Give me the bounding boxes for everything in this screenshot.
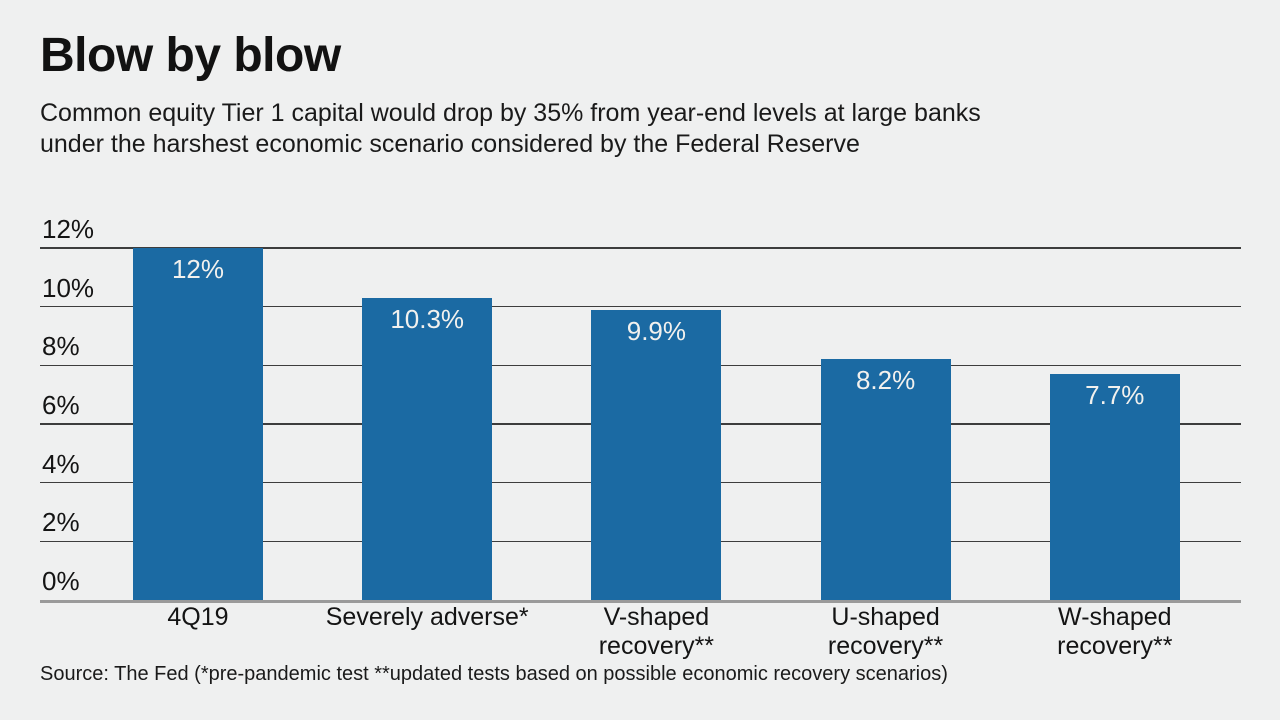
y-axis-tick-label: 12% — [42, 214, 95, 244]
y-axis-tick-label: 10% — [42, 272, 95, 303]
bar-value-label: 9.9% — [626, 315, 687, 346]
y-axis-tick-label: 8% — [42, 331, 80, 362]
y-axis-tick-label: 4% — [42, 448, 80, 479]
bar — [820, 359, 951, 600]
x-category-label-line: recovery** — [827, 632, 944, 660]
source-note: Source: The Fed (*pre-pandemic test **up… — [40, 663, 948, 685]
bar — [133, 248, 263, 600]
x-category-label: Severely adverse* — [307, 603, 547, 632]
gridline — [40, 247, 1241, 249]
x-category-label-line: 4Q19 — [167, 603, 229, 631]
x-category-label: 4Q19 — [78, 603, 318, 632]
bar — [591, 309, 722, 600]
bar-value-label: 10.3% — [390, 303, 465, 334]
x-category-label: W-shaped recovery** — [995, 603, 1235, 661]
x-axis-line — [40, 600, 1241, 603]
gridline — [40, 305, 1241, 308]
y-axis-tick-label: 0% — [42, 566, 80, 596]
bar — [1049, 374, 1180, 600]
bar — [362, 297, 493, 600]
x-category-label-line: recovery** — [598, 632, 715, 660]
x-category-label-line: V-shaped — [603, 603, 710, 631]
bar-value-label: 12% — [171, 254, 225, 284]
x-category-label-line: recovery** — [1057, 632, 1173, 660]
x-category-label-line: Severely adverse* — [325, 603, 529, 631]
x-category-label-line: U-shaped — [831, 603, 940, 631]
y-axis-tick-label: 2% — [42, 507, 80, 538]
x-category-label: V-shaped recovery** — [536, 603, 776, 661]
y-axis-tick-label: 6% — [42, 390, 80, 420]
chart-subtitle-line-2: under the harshest economic scenario con… — [40, 130, 860, 158]
x-category-label: U-shaped recovery** — [766, 603, 1006, 661]
bar-value-label: 8.2% — [855, 365, 916, 396]
chart-title: Blow by blow — [40, 29, 341, 82]
bar-value-label: 7.7% — [1085, 380, 1145, 411]
chart-subtitle-line-1: Common equity Tier 1 capital would drop … — [40, 99, 981, 127]
chart-subtitle: Common equity Tier 1 capital would drop … — [40, 98, 981, 160]
x-category-label-line: W-shaped — [1058, 603, 1172, 631]
